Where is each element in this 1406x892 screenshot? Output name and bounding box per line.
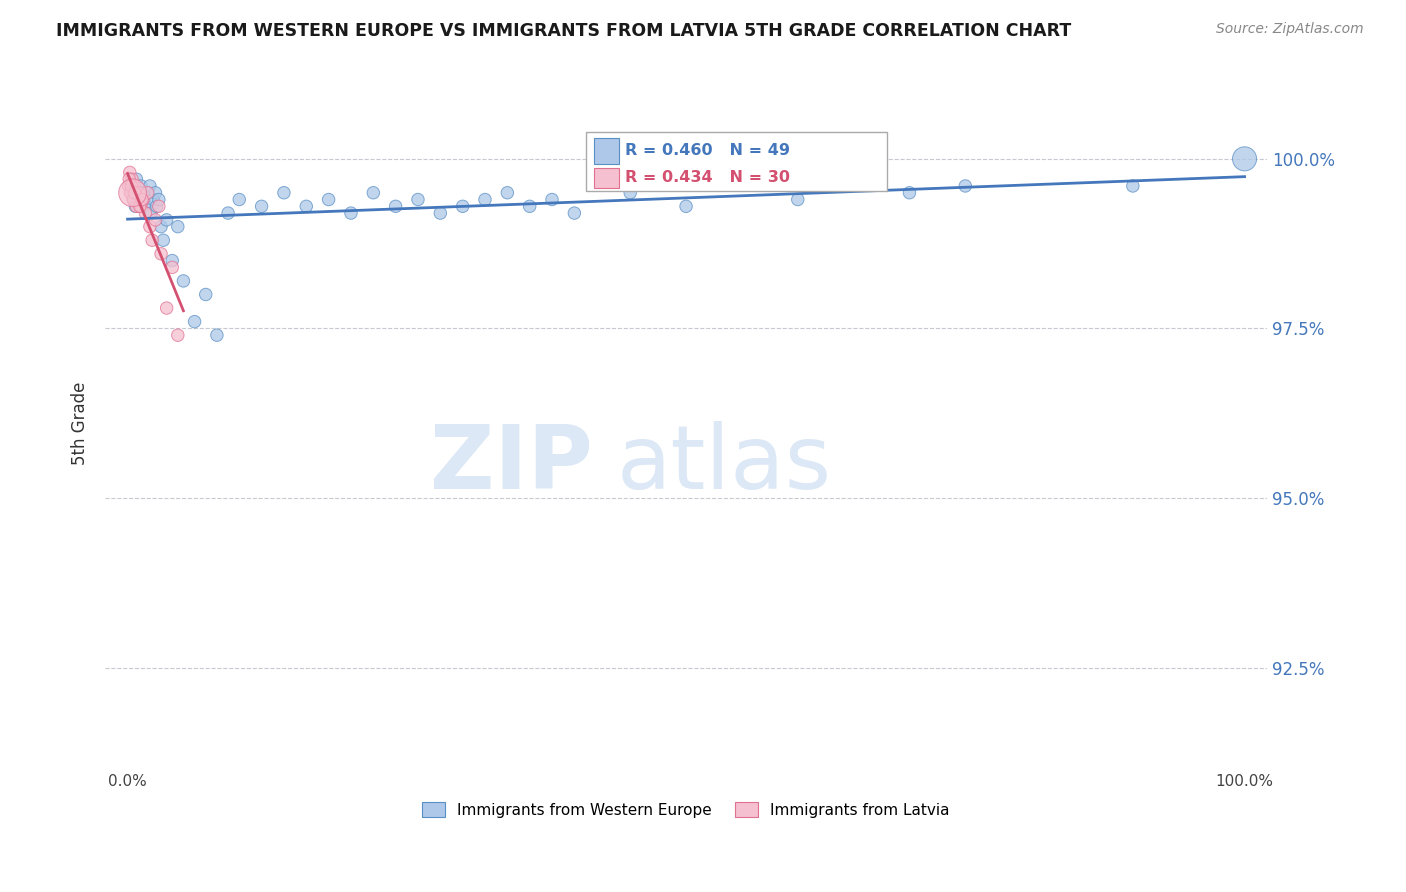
Y-axis label: 5th Grade: 5th Grade xyxy=(72,382,89,465)
Point xyxy=(134,193,156,207)
Point xyxy=(134,206,156,220)
Point xyxy=(519,199,541,213)
Point xyxy=(955,178,977,193)
Point xyxy=(156,301,179,315)
Point xyxy=(122,186,145,200)
Point xyxy=(121,172,143,186)
Point xyxy=(273,186,295,200)
Point xyxy=(129,178,152,193)
Point xyxy=(128,186,150,200)
Text: R = 0.460   N = 49: R = 0.460 N = 49 xyxy=(624,144,790,158)
Point xyxy=(619,186,641,200)
Point xyxy=(166,219,188,234)
Point xyxy=(145,186,167,200)
Point xyxy=(363,186,385,200)
Point xyxy=(183,315,205,329)
Bar xyxy=(595,168,619,188)
Point xyxy=(145,199,167,213)
Point xyxy=(136,186,159,200)
Point xyxy=(541,193,564,207)
Point xyxy=(148,193,170,207)
Point xyxy=(139,206,162,220)
Point xyxy=(496,186,519,200)
Point xyxy=(120,178,142,193)
Point xyxy=(129,199,152,213)
Point xyxy=(122,193,145,207)
Point xyxy=(150,219,173,234)
Text: ZIP: ZIP xyxy=(430,421,593,508)
Point xyxy=(194,287,217,301)
Point xyxy=(142,193,165,207)
Point xyxy=(1122,178,1144,193)
Point xyxy=(295,199,318,213)
Point xyxy=(429,206,451,220)
Text: R = 0.434   N = 30: R = 0.434 N = 30 xyxy=(624,170,790,186)
FancyBboxPatch shape xyxy=(585,132,887,192)
Point xyxy=(131,193,153,207)
Point xyxy=(250,199,273,213)
Point xyxy=(564,206,586,220)
Point xyxy=(121,186,143,200)
Point xyxy=(125,172,148,186)
Point xyxy=(120,186,142,200)
Point xyxy=(205,328,228,343)
Point xyxy=(134,199,156,213)
Point xyxy=(128,199,150,213)
Point xyxy=(675,199,697,213)
Point xyxy=(139,178,162,193)
Point xyxy=(148,199,170,213)
Point xyxy=(120,186,142,200)
Point xyxy=(474,193,496,207)
Point xyxy=(786,193,808,207)
Point xyxy=(124,186,146,200)
Point xyxy=(166,328,188,343)
Point xyxy=(217,206,239,220)
Point xyxy=(152,233,174,247)
Point xyxy=(125,199,148,213)
Text: IMMIGRANTS FROM WESTERN EUROPE VS IMMIGRANTS FROM LATVIA 5TH GRADE CORRELATION C: IMMIGRANTS FROM WESTERN EUROPE VS IMMIGR… xyxy=(56,22,1071,40)
Point xyxy=(228,193,250,207)
Point xyxy=(128,193,150,207)
Text: Source: ZipAtlas.com: Source: ZipAtlas.com xyxy=(1216,22,1364,37)
Point xyxy=(127,193,149,207)
Point xyxy=(318,193,340,207)
Point xyxy=(150,247,173,261)
Point xyxy=(122,193,145,207)
Point xyxy=(160,253,183,268)
Point xyxy=(131,186,153,200)
Point xyxy=(141,233,163,247)
Point xyxy=(124,186,146,200)
Point xyxy=(156,213,179,227)
Point xyxy=(160,260,183,275)
Point xyxy=(118,165,141,179)
Point xyxy=(384,199,406,213)
Point xyxy=(340,206,363,220)
Text: atlas: atlas xyxy=(616,421,831,508)
Bar xyxy=(595,137,619,163)
Legend: Immigrants from Western Europe, Immigrants from Latvia: Immigrants from Western Europe, Immigran… xyxy=(416,796,956,824)
Point xyxy=(145,213,167,227)
Point xyxy=(451,199,474,213)
Point xyxy=(139,219,162,234)
Point xyxy=(121,178,143,193)
Point xyxy=(132,193,155,207)
Point xyxy=(122,178,145,193)
Point xyxy=(1233,152,1256,166)
Point xyxy=(118,178,141,193)
Point xyxy=(406,193,429,207)
Point xyxy=(898,186,921,200)
Point xyxy=(172,274,194,288)
Point xyxy=(118,172,141,186)
Point xyxy=(124,199,146,213)
Point xyxy=(136,186,159,200)
